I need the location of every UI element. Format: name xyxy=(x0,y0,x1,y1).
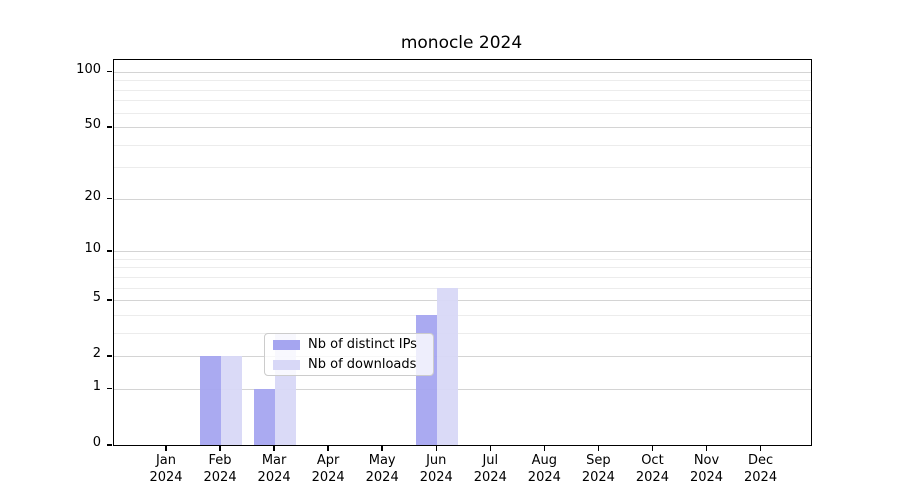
legend-swatch-distinct-ips xyxy=(273,339,300,350)
plot-area xyxy=(113,59,812,446)
legend-swatch-downloads xyxy=(273,359,300,370)
y-axis-tick-label: 100 xyxy=(76,61,101,77)
y-gridline-minor xyxy=(114,258,811,260)
legend-label-downloads: Nb of downloads xyxy=(308,357,417,372)
y-axis-tick xyxy=(106,126,112,128)
y-gridline-minor xyxy=(114,267,811,269)
x-axis-tick xyxy=(705,445,708,451)
bar-downloads xyxy=(437,287,459,445)
y-axis-tick-label: 2 xyxy=(92,346,101,362)
y-gridline-major xyxy=(114,127,811,129)
y-axis-tick xyxy=(106,299,112,301)
y-axis-tick-label: 20 xyxy=(84,188,101,204)
y-axis-tick-label: 50 xyxy=(84,117,101,133)
y-axis-tick xyxy=(106,444,112,446)
bar-downloads xyxy=(221,356,243,445)
x-axis-tick xyxy=(759,445,762,451)
x-axis-tick xyxy=(597,445,600,451)
y-gridline-minor xyxy=(114,332,811,334)
y-axis-tick xyxy=(106,387,112,390)
y-axis-tick-label: 10 xyxy=(84,241,101,257)
x-axis-tick xyxy=(219,445,221,451)
y-axis-tick xyxy=(106,250,112,252)
y-gridline-minor xyxy=(114,167,811,169)
x-axis-tick-label: May 2024 xyxy=(365,453,399,485)
x-axis-tick-label: Sep 2024 xyxy=(581,453,615,485)
y-gridline-major xyxy=(114,300,811,302)
y-axis-tick xyxy=(106,355,112,357)
y-axis-tick xyxy=(106,197,112,200)
x-axis-tick-label: Jan 2024 xyxy=(149,453,183,485)
legend-entry-distinct-ips: Nb of distinct IPs xyxy=(273,337,433,352)
y-gridline-minor xyxy=(114,144,811,146)
x-axis-tick xyxy=(273,445,275,451)
y-axis-tick xyxy=(106,70,112,73)
y-gridline-minor xyxy=(114,89,811,91)
y-gridline-major xyxy=(114,388,811,390)
chart-title: monocle 2024 xyxy=(400,33,523,53)
x-axis-tick xyxy=(435,445,437,451)
x-axis-tick-label: Mar 2024 xyxy=(257,453,291,485)
bar-distinct-ips xyxy=(254,388,276,445)
x-axis-tick-label: Apr 2024 xyxy=(311,453,345,485)
y-gridline-major xyxy=(114,251,811,253)
x-axis-tick xyxy=(165,445,167,451)
x-axis-tick xyxy=(489,445,492,451)
x-axis-tick xyxy=(327,445,329,451)
y-gridline-minor xyxy=(114,112,811,114)
y-axis-tick-label: 1 xyxy=(92,378,101,394)
y-gridline-minor xyxy=(114,287,811,289)
x-axis-tick-label: Nov 2024 xyxy=(689,453,724,485)
x-axis-tick xyxy=(381,445,383,451)
y-gridline-minor xyxy=(114,100,811,102)
x-axis-tick-label: Dec 2024 xyxy=(744,453,778,485)
y-gridline-major xyxy=(114,71,811,73)
y-gridline-minor xyxy=(114,314,811,316)
x-axis-tick xyxy=(543,445,546,451)
x-axis-tick-label: Aug 2024 xyxy=(527,453,561,485)
legend-entry-downloads: Nb of downloads xyxy=(273,357,433,372)
x-axis-tick-label: Feb 2024 xyxy=(203,453,237,485)
y-gridline-major xyxy=(114,198,811,200)
legend-label-distinct-ips: Nb of distinct IPs xyxy=(308,337,417,352)
x-axis-tick-label: Jul 2024 xyxy=(473,453,507,485)
bar-distinct-ips xyxy=(200,356,222,445)
y-axis-tick-label: 0 xyxy=(92,435,101,450)
y-axis-tick-label: 5 xyxy=(92,290,101,306)
x-axis-tick-label: Jun 2024 xyxy=(419,453,453,485)
y-gridline-minor xyxy=(114,80,811,82)
x-axis-tick xyxy=(651,445,654,451)
x-axis-tick-label: Oct 2024 xyxy=(635,453,669,485)
y-gridline-major xyxy=(114,356,811,358)
legend: Nb of distinct IPs Nb of downloads xyxy=(264,333,434,376)
y-gridline-minor xyxy=(114,276,811,278)
